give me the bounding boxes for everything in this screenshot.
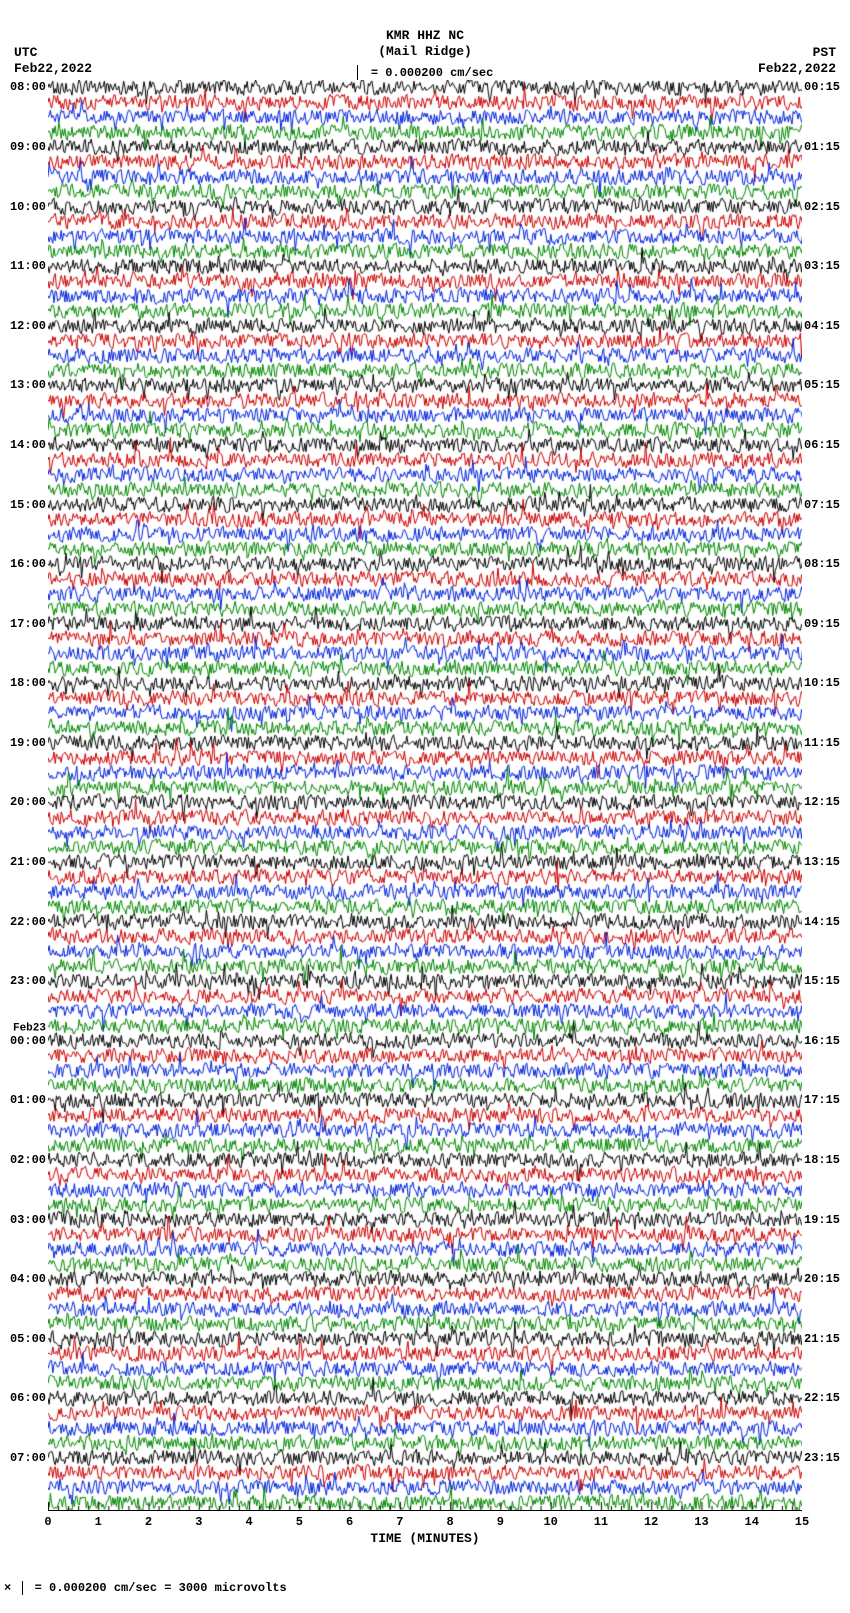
footer-text: = 0.000200 cm/sec = 3000 microvolts bbox=[35, 1581, 287, 1595]
right-time-label: 20:15 bbox=[804, 1273, 850, 1285]
tz-right-date: Feb22,2022 bbox=[758, 61, 836, 77]
right-time-label: 02:15 bbox=[804, 201, 850, 213]
x-tick-label: 14 bbox=[745, 1515, 759, 1529]
title-block: KMR HHZ NC (Mail Ridge) = 0.000200 cm/se… bbox=[0, 0, 850, 81]
right-time-label: 15:15 bbox=[804, 975, 850, 987]
x-tick-label: 10 bbox=[543, 1515, 557, 1529]
left-time-label: 07:00 bbox=[0, 1452, 46, 1464]
x-tick-label: 0 bbox=[44, 1515, 51, 1529]
right-time-label: 16:15 bbox=[804, 1035, 850, 1047]
right-time-label: 22:15 bbox=[804, 1392, 850, 1404]
right-time-label: 06:15 bbox=[804, 439, 850, 451]
left-date-break: Feb23 bbox=[0, 1023, 46, 1034]
tz-right: PST Feb22,2022 bbox=[758, 45, 836, 78]
left-time-label: 13:00 bbox=[0, 379, 46, 391]
left-time-label: 18:00 bbox=[0, 677, 46, 689]
right-time-label: 19:15 bbox=[804, 1214, 850, 1226]
left-time-label: 09:00 bbox=[0, 141, 46, 153]
right-time-label: 03:15 bbox=[804, 260, 850, 272]
tz-left: UTC Feb22,2022 bbox=[14, 45, 92, 78]
right-time-label: 01:15 bbox=[804, 141, 850, 153]
right-time-label: 04:15 bbox=[804, 320, 850, 332]
left-time-label: 01:00 bbox=[0, 1094, 46, 1106]
left-time-label: 03:00 bbox=[0, 1214, 46, 1226]
x-tick-label: 13 bbox=[694, 1515, 708, 1529]
right-time-label: 05:15 bbox=[804, 379, 850, 391]
left-time-label: 11:00 bbox=[0, 260, 46, 272]
right-time-label: 23:15 bbox=[804, 1452, 850, 1464]
left-time-axis: 08:00 09:00 10:00 11:00 12:00 13:00 14:00 15:00… bbox=[0, 80, 46, 1510]
left-time-label: 17:00 bbox=[0, 618, 46, 630]
x-tick-label: 3 bbox=[195, 1515, 202, 1529]
scale-bar-icon bbox=[357, 65, 358, 81]
footer: × = 0.000200 cm/sec = 3000 microvolts bbox=[0, 1551, 850, 1605]
right-time-label: 13:15 bbox=[804, 856, 850, 868]
x-tick-label: 9 bbox=[497, 1515, 504, 1529]
x-tick-label: 6 bbox=[346, 1515, 353, 1529]
right-time-label: 18:15 bbox=[804, 1154, 850, 1166]
left-time-label: 15:00 bbox=[0, 499, 46, 511]
right-time-label: 21:15 bbox=[804, 1333, 850, 1345]
right-time-label: 12:15 bbox=[804, 796, 850, 808]
x-tick-label: 4 bbox=[245, 1515, 252, 1529]
station-title: KMR HHZ NC bbox=[0, 28, 850, 44]
footer-prefix: × bbox=[4, 1581, 11, 1595]
left-time-label: 10:00 bbox=[0, 201, 46, 213]
right-time-label: 00:15 bbox=[804, 81, 850, 93]
footer-bar-icon bbox=[22, 1581, 23, 1595]
station-location: (Mail Ridge) bbox=[0, 44, 850, 60]
helicorder-canvas bbox=[48, 80, 802, 1511]
x-tick-label: 11 bbox=[594, 1515, 608, 1529]
left-time-label: 04:00 bbox=[0, 1273, 46, 1285]
x-axis: TIME (MINUTES) 0123456789101112131415 bbox=[48, 1511, 802, 1551]
tz-left-date: Feb22,2022 bbox=[14, 61, 92, 77]
tz-left-label: UTC bbox=[14, 45, 92, 61]
right-time-label: 11:15 bbox=[804, 737, 850, 749]
x-tick-label: 12 bbox=[644, 1515, 658, 1529]
left-time-label: 00:00 bbox=[0, 1035, 46, 1047]
right-time-label: 09:15 bbox=[804, 618, 850, 630]
x-tick-label: 8 bbox=[447, 1515, 454, 1529]
scale-text: = 0.000200 cm/sec bbox=[371, 66, 493, 80]
left-time-label: 12:00 bbox=[0, 320, 46, 332]
left-time-label: 21:00 bbox=[0, 856, 46, 868]
right-time-label: 08:15 bbox=[804, 558, 850, 570]
x-tick-label: 7 bbox=[396, 1515, 403, 1529]
right-time-label: 07:15 bbox=[804, 499, 850, 511]
left-time-label: 06:00 bbox=[0, 1392, 46, 1404]
right-time-label: 10:15 bbox=[804, 677, 850, 689]
left-time-label: 08:00 bbox=[0, 81, 46, 93]
plot-area: 08:0009:0010:0011:0012:0013:0014:0015:00… bbox=[48, 80, 802, 1511]
tz-right-label: PST bbox=[758, 45, 836, 61]
left-time-label: 14:00 bbox=[0, 439, 46, 451]
left-time-label: 02:00 bbox=[0, 1154, 46, 1166]
left-time-label: 22:00 bbox=[0, 916, 46, 928]
right-time-label: 17:15 bbox=[804, 1094, 850, 1106]
x-tick-label: 5 bbox=[296, 1515, 303, 1529]
header: UTC Feb22,2022 KMR HHZ NC (Mail Ridge) =… bbox=[0, 0, 850, 80]
right-time-label: 14:15 bbox=[804, 916, 850, 928]
right-time-axis: 00:15 01:15 02:15 03:15 04:15 05:15 06:15 07:15… bbox=[804, 80, 850, 1510]
x-axis-label: TIME (MINUTES) bbox=[370, 1531, 479, 1546]
x-tick-label: 2 bbox=[145, 1515, 152, 1529]
x-tick-label: 15 bbox=[795, 1515, 809, 1529]
left-time-label: 19:00 bbox=[0, 737, 46, 749]
left-time-label: 23:00 bbox=[0, 975, 46, 987]
left-time-label: 05:00 bbox=[0, 1333, 46, 1345]
left-time-label: 20:00 bbox=[0, 796, 46, 808]
x-tick-label: 1 bbox=[95, 1515, 102, 1529]
left-time-label: 16:00 bbox=[0, 558, 46, 570]
scale-indicator: = 0.000200 cm/sec bbox=[0, 61, 850, 81]
